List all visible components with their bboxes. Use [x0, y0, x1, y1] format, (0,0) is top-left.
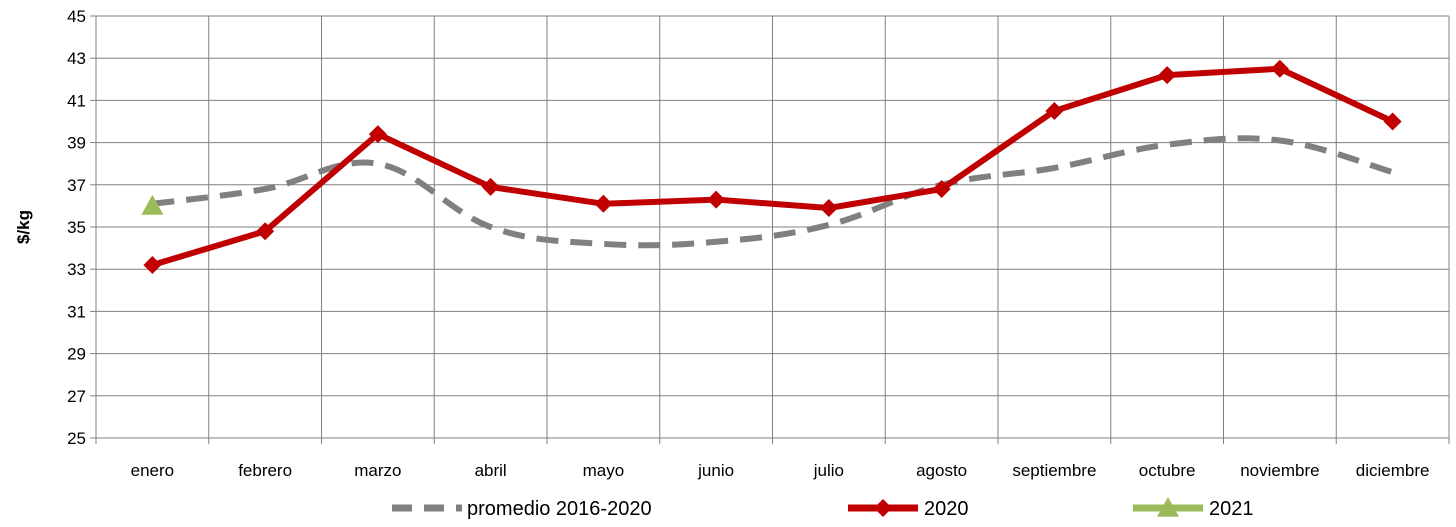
legend-label: promedio 2016-2020	[467, 498, 652, 520]
legend-item: 2020	[848, 498, 969, 520]
series-line	[151, 135, 1394, 249]
y-tick-label: 27	[67, 387, 86, 406]
x-tick-label: septiembre	[1012, 461, 1096, 480]
data-point	[256, 222, 275, 241]
x-tick-label: febrero	[238, 461, 292, 480]
data-point	[1045, 101, 1064, 120]
y-axis-title: $/kg	[14, 210, 33, 244]
legend-label: 2021	[1209, 498, 1254, 520]
x-tick-label: agosto	[916, 461, 967, 480]
series-0	[151, 135, 1394, 249]
data-point	[707, 190, 726, 209]
y-tick-label: 41	[67, 91, 86, 110]
x-tick-label: diciembre	[1356, 461, 1430, 480]
legend-marker	[1157, 497, 1179, 517]
x-tick-label: mayo	[583, 461, 625, 480]
y-tick-label: 31	[67, 302, 86, 321]
data-point	[1158, 66, 1177, 85]
x-tick-label: junio	[697, 461, 734, 480]
y-tick-label: 43	[67, 49, 86, 68]
x-tick-label: noviembre	[1240, 461, 1319, 480]
legend-marker	[874, 499, 892, 517]
data-point	[141, 194, 164, 215]
legend-label: 2020	[924, 498, 969, 520]
x-tick-label: enero	[131, 461, 174, 480]
x-tick-label: marzo	[354, 461, 401, 480]
series-line	[151, 65, 1394, 268]
data-point	[1270, 59, 1289, 78]
y-tick-label: 37	[67, 176, 86, 195]
y-tick-label: 45	[67, 7, 86, 26]
x-tick-label: julio	[813, 461, 844, 480]
y-tick-label: 35	[67, 218, 86, 237]
data-point	[594, 194, 613, 213]
x-tick-label: abril	[475, 461, 507, 480]
y-tick-label: 33	[67, 260, 86, 279]
data-point	[1383, 112, 1402, 131]
data-point	[143, 255, 162, 274]
series-1	[143, 59, 1402, 274]
y-tick-label: 29	[67, 345, 86, 364]
data-point	[481, 177, 500, 196]
series-2	[141, 194, 164, 215]
y-tick-label: 39	[67, 134, 86, 153]
data-point	[819, 199, 838, 218]
legend-item: 2021	[1133, 497, 1254, 520]
y-tick-label: 25	[67, 429, 86, 448]
data-point	[932, 180, 951, 199]
x-tick-label: octubre	[1139, 461, 1196, 480]
legend-item: promedio 2016-2020	[392, 498, 652, 520]
data-point	[368, 125, 387, 144]
